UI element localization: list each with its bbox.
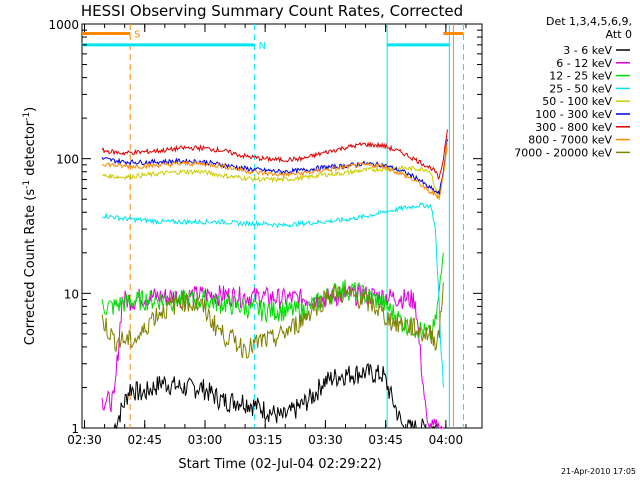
y-axis-label: Corrected Count Rate (s-1 detector-1)	[22, 107, 38, 345]
legend-label-6: 300 - 800 keV	[535, 121, 612, 134]
legend-label-1: 6 - 12 keV	[556, 57, 612, 70]
x-tick-label-3: 03:15	[248, 433, 283, 447]
x-tick-label-5: 03:45	[368, 433, 403, 447]
series-line-6	[101, 129, 448, 180]
legend-label-7: 800 - 7000 keV	[528, 134, 612, 147]
series-line-7	[101, 141, 448, 200]
x-tick-label-2: 03:00	[188, 433, 223, 447]
legend-label-0: 3 - 6 keV	[563, 44, 612, 57]
x-tick-label-4: 03:30	[308, 433, 343, 447]
x-tick-label-1: 02:45	[127, 433, 162, 447]
legend-label-8: 7000 - 20000 keV	[514, 146, 612, 159]
legend-label-3: 25 - 50 keV	[549, 82, 612, 95]
legend-header-2: Att 0	[606, 28, 632, 41]
series-line-3	[102, 202, 444, 388]
series-line-5	[101, 138, 448, 195]
x-tick-label-0: 02:30	[67, 433, 102, 447]
y-axis-ticks: 1 10 100 1000	[48, 18, 482, 436]
x-tick-label-6: 04:00	[429, 433, 464, 447]
y-tick-label-1: 10	[64, 287, 79, 301]
legend-header-1: Det 1,3,4,5,6,9,	[546, 15, 632, 28]
y-tick-label-2: 100	[56, 153, 79, 167]
legend-label-5: 100 - 300 keV	[535, 108, 612, 121]
state-bar-label-N: N	[259, 41, 266, 52]
chart-title: HESSI Observing Summary Count Rates, Cor…	[81, 2, 463, 20]
y-tick-label-3: 1000	[48, 18, 79, 32]
x-axis-label: Start Time (02-Jul-04 02:29:22)	[178, 457, 381, 472]
timestamp-footer: 21-Apr-2010 17:05	[561, 467, 636, 476]
y-tick-label-0: 1	[71, 422, 79, 436]
legend-label-4: 50 - 100 keV	[542, 95, 612, 108]
x-axis-ticks: 02:30 02:45 03:00 03:15 03:30 03:45 04:00	[67, 24, 467, 447]
series-line-8	[101, 282, 444, 359]
state-bar-label-S: S	[134, 30, 140, 41]
plot-frame	[81, 23, 483, 429]
series-line-4	[101, 147, 448, 201]
series-line-1	[101, 284, 444, 429]
series-line-0	[113, 362, 444, 430]
legend-label-2: 12 - 25 keV	[549, 70, 612, 83]
series-line-2	[101, 252, 444, 340]
state-bars: SN	[82, 30, 464, 52]
series-lines	[101, 129, 448, 430]
